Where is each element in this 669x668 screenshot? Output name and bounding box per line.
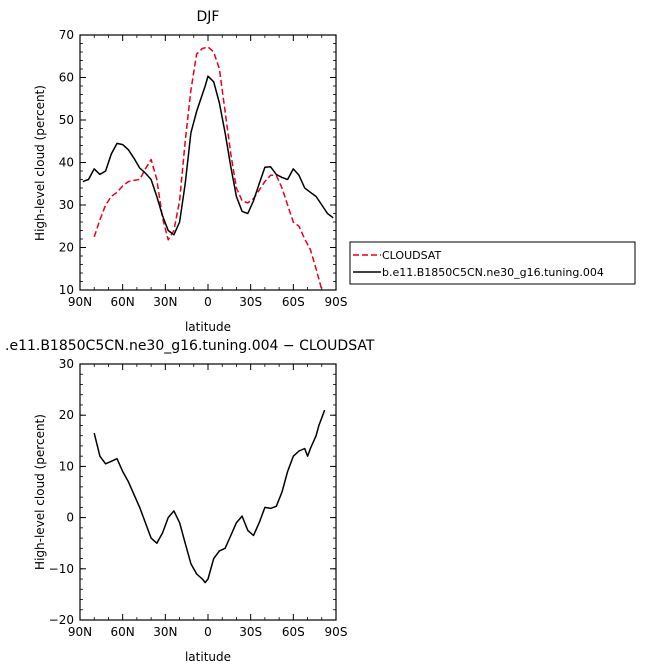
top-panel: DJF High-level cloud (percent) latitude … xyxy=(33,9,347,334)
bottom-x-tick-label: 30S xyxy=(239,625,262,639)
bottom-x-tick-label: 60N xyxy=(111,625,135,639)
bottom-y-tick-label: 0 xyxy=(66,511,74,525)
top-x-tick-label: 0 xyxy=(204,295,212,309)
bottom-x-tick-label: 30N xyxy=(153,625,177,639)
legend-label-cloudsat: CLOUDSAT xyxy=(382,249,441,262)
top-y-tick-label: 30 xyxy=(59,198,74,212)
bottom-chart-title: .e11.B1850C5CN.ne30_g16.tuning.004 − CLO… xyxy=(5,338,375,354)
bottom-x-tick-label: 60S xyxy=(282,625,305,639)
top-model-line xyxy=(82,75,334,236)
top-chart-title: DJF xyxy=(197,9,220,25)
bottom-panel: .e11.B1850C5CN.ne30_g16.tuning.004 − CLO… xyxy=(5,338,375,664)
legend-label-model: b.e11.B1850C5CN.ne30_g16.tuning.004 xyxy=(382,266,604,279)
top-y-tick-label: 70 xyxy=(59,28,74,42)
bottom-series xyxy=(93,409,326,584)
bottom-y-tick-label: 20 xyxy=(59,408,74,422)
legend: CLOUDSAT b.e11.B1850C5CN.ne30_g16.tuning… xyxy=(349,241,636,285)
top-x-tick-label: 30S xyxy=(239,295,262,309)
top-y-tick-label: 60 xyxy=(59,71,74,85)
bottom-x-tick-label: 90S xyxy=(325,625,348,639)
top-axes: 90N 60N 30N 0 30S 60S 90S 10 20 30 40 50 60 70 xyxy=(59,28,348,309)
top-y-tick-label: 40 xyxy=(59,156,74,170)
legend-box xyxy=(349,241,636,285)
bottom-y-tick-label: −20 xyxy=(49,613,74,627)
bottom-y-tick-label: −10 xyxy=(49,562,74,576)
top-x-tick-label: 60N xyxy=(111,295,135,309)
bottom-difference-line xyxy=(93,409,326,584)
top-x-tick-label: 60S xyxy=(282,295,305,309)
top-x-tick-label: 30N xyxy=(153,295,177,309)
bottom-y-tick-label: 30 xyxy=(59,357,74,371)
bottom-plot-frame xyxy=(79,363,337,621)
top-series xyxy=(82,46,334,291)
top-x-axis-label: latitude xyxy=(185,320,231,334)
top-plot-frame xyxy=(79,34,337,291)
top-x-tick-label: 90N xyxy=(68,295,92,309)
bottom-axes: 90N 60N 30N 0 30S 60S 90S −20 −10 0 10 20 30 xyxy=(49,357,348,639)
top-x-tick-label: 90S xyxy=(325,295,348,309)
top-y-axis-label: High-level cloud (percent) xyxy=(33,85,47,241)
bottom-x-axis-label: latitude xyxy=(185,650,231,664)
top-y-tick-label: 50 xyxy=(59,113,74,127)
bottom-y-axis-label: High-level cloud (percent) xyxy=(33,414,47,570)
top-y-tick-label: 20 xyxy=(59,241,74,255)
bottom-x-tick-label: 0 xyxy=(204,625,212,639)
bottom-x-tick-label: 90N xyxy=(68,625,92,639)
top-cloudsat-line xyxy=(93,46,323,291)
bottom-y-tick-label: 10 xyxy=(59,459,74,473)
top-y-tick-label: 10 xyxy=(59,283,74,297)
